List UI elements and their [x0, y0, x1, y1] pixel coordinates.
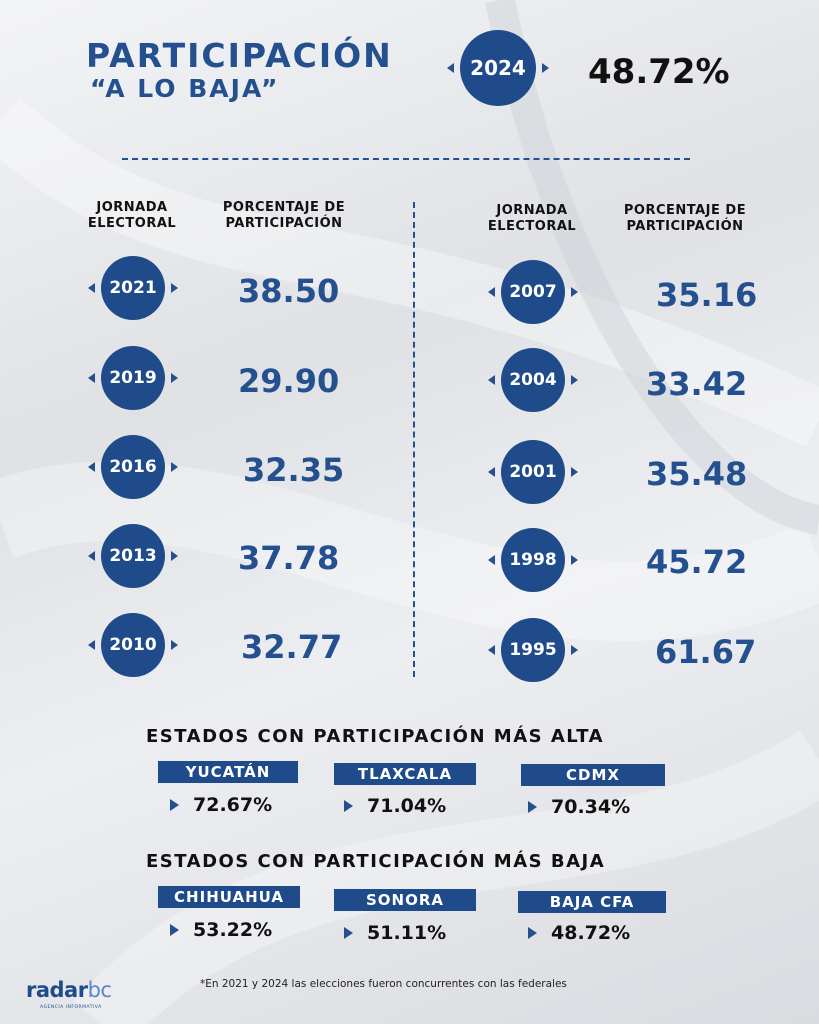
state-badge: TLAXCALA	[334, 763, 476, 785]
year-marker: 2007	[488, 260, 578, 324]
triangle-left-icon	[488, 645, 495, 655]
triangle-right-icon	[344, 927, 353, 939]
year-marker: 1998	[488, 528, 578, 592]
triangle-right-icon	[171, 373, 178, 383]
triangle-right-icon	[542, 63, 549, 73]
year-marker: 2004	[488, 348, 578, 412]
year-circle-2024: 2024	[460, 30, 536, 106]
year-marker: 2019	[88, 346, 178, 410]
triangle-right-icon	[170, 799, 179, 811]
participation-value: 32.77	[241, 628, 343, 666]
state-badge: CHIHUAHUA	[158, 886, 300, 908]
year-marker: 2010	[88, 613, 178, 677]
year-circle: 2013	[101, 524, 165, 588]
year-circle: 1995	[501, 618, 565, 682]
year-marker: 2001	[488, 440, 578, 504]
triangle-right-icon	[171, 640, 178, 650]
triangle-left-icon	[488, 555, 495, 565]
participation-value: 38.50	[238, 272, 340, 310]
year-marker: 2013	[88, 524, 178, 588]
divider-horizontal	[122, 158, 690, 160]
right-header-porcentaje: PORCENTAJE DE PARTICIPACIÓN	[623, 203, 747, 234]
state-percent: 51.11%	[367, 922, 447, 944]
left-header-jornada: JORNADA ELECTORAL	[87, 200, 177, 231]
triangle-right-icon	[528, 801, 537, 813]
state-value: 72.67%	[170, 794, 272, 816]
title-line2: “A LO BAJA”	[90, 74, 280, 103]
triangle-right-icon	[571, 287, 578, 297]
year-circle: 2016	[101, 435, 165, 499]
state-badge: SONORA	[334, 889, 476, 911]
low-section-title: ESTADOS CON PARTICIPACIÓN MÁS BAJA	[146, 851, 606, 872]
year-circle: 1998	[501, 528, 565, 592]
participation-value: 61.67	[655, 633, 757, 671]
radarbc-logo: radarbc	[26, 978, 112, 1002]
logo-subtitle: AGENCIA INFORMATIVA	[40, 1005, 102, 1010]
right-header-jornada: JORNADA ELECTORAL	[487, 203, 577, 234]
triangle-left-icon	[488, 467, 495, 477]
year-circle: 2021	[101, 256, 165, 320]
year-circle: 2001	[501, 440, 565, 504]
year-marker: 1995	[488, 618, 578, 682]
state-percent: 70.34%	[551, 796, 631, 818]
year-circle: 2007	[501, 260, 565, 324]
year-circle: 2004	[501, 348, 565, 412]
divider-vertical	[413, 202, 415, 677]
state-badge: BAJA CFA	[518, 891, 666, 913]
participation-value: 29.90	[238, 362, 340, 400]
triangle-right-icon	[170, 924, 179, 936]
year-marker: 2021	[88, 256, 178, 320]
state-percent: 71.04%	[367, 795, 447, 817]
current-participation: 48.72%	[588, 52, 730, 92]
left-header-porcentaje: PORCENTAJE DE PARTICIPACIÓN	[222, 200, 346, 231]
triangle-right-icon	[571, 555, 578, 565]
state-percent: 48.72%	[551, 922, 631, 944]
triangle-right-icon	[571, 645, 578, 655]
triangle-left-icon	[447, 63, 454, 73]
state-percent: 53.22%	[193, 919, 273, 941]
triangle-left-icon	[88, 640, 95, 650]
state-value: 53.22%	[170, 919, 272, 941]
footnote: *En 2021 y 2024 las elecciones fueron co…	[200, 978, 567, 990]
triangle-right-icon	[171, 462, 178, 472]
logo-accent: bc	[87, 978, 112, 1002]
triangle-right-icon	[571, 467, 578, 477]
year-circle: 2019	[101, 346, 165, 410]
year-circle: 2010	[101, 613, 165, 677]
state-percent: 72.67%	[193, 794, 273, 816]
participation-value: 35.16	[656, 276, 758, 314]
triangle-left-icon	[88, 283, 95, 293]
participation-value: 37.78	[238, 539, 340, 577]
title-line1: PARTICIPACIÓN	[86, 36, 393, 75]
participation-value: 35.48	[646, 455, 748, 493]
state-value: 70.34%	[528, 796, 630, 818]
triangle-left-icon	[488, 287, 495, 297]
triangle-left-icon	[88, 462, 95, 472]
triangle-left-icon	[88, 373, 95, 383]
year-marker: 2016	[88, 435, 178, 499]
state-badge: YUCATÁN	[158, 761, 298, 783]
participation-value: 32.35	[243, 451, 345, 489]
triangle-right-icon	[528, 927, 537, 939]
triangle-left-icon	[488, 375, 495, 385]
participation-value: 33.42	[646, 365, 748, 403]
state-value: 51.11%	[344, 922, 446, 944]
state-value: 48.72%	[528, 922, 630, 944]
triangle-right-icon	[171, 551, 178, 561]
triangle-right-icon	[344, 800, 353, 812]
triangle-right-icon	[171, 283, 178, 293]
high-section-title: ESTADOS CON PARTICIPACIÓN MÁS ALTA	[146, 726, 605, 747]
state-badge: CDMX	[521, 764, 665, 786]
triangle-left-icon	[88, 551, 95, 561]
participation-value: 45.72	[646, 543, 748, 581]
logo-main: radar	[26, 978, 88, 1002]
state-value: 71.04%	[344, 795, 446, 817]
current-year-marker: 2024	[447, 30, 549, 106]
triangle-right-icon	[571, 375, 578, 385]
